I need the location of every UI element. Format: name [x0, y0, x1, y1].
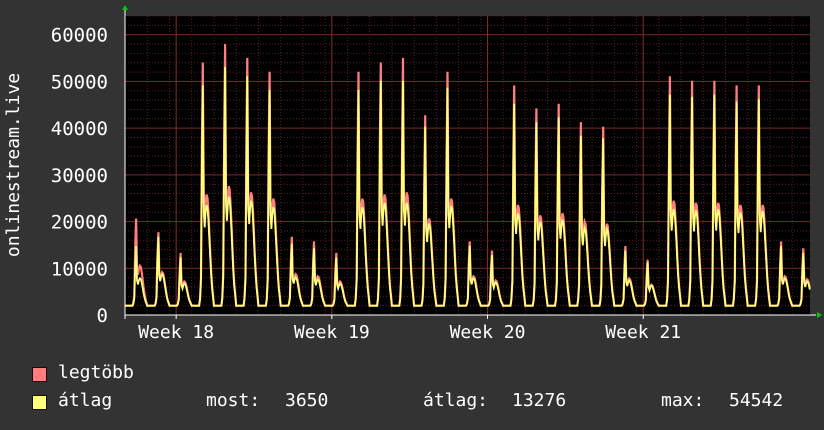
legend-label-atlag: átlag — [58, 390, 113, 411]
y-tick-label: 50000 — [51, 71, 108, 93]
x-axis-arrow-icon — [817, 312, 822, 318]
y-axis-label: onlinestream.live — [3, 73, 24, 257]
x-tick-label: Week 18 — [138, 322, 214, 343]
y-tick-label: 10000 — [51, 258, 108, 280]
y-tick-label: 60000 — [51, 25, 108, 47]
legend-swatch-legtobb — [32, 367, 47, 382]
stat-max-label: max: — [661, 390, 705, 411]
stat-most-label: most: — [206, 390, 261, 411]
legend-swatch-atlag — [32, 395, 47, 410]
y-tick-labels: 0 10000 20000 30000 40000 50000 60000 — [51, 25, 108, 327]
y-tick-label: 0 — [97, 305, 108, 327]
x-tick-labels: Week 18 Week 19 Week 20 Week 21 — [138, 322, 681, 343]
stat-max-value: 54542 — [729, 390, 784, 411]
stat-atlag-label: átlag: — [423, 390, 489, 411]
series-line-atlag — [125, 67, 811, 307]
x-tick-label: Week 20 — [450, 322, 526, 343]
axes — [122, 5, 822, 319]
grid — [124, 15, 810, 316]
x-tick-label: Week 21 — [605, 322, 681, 343]
legend-label-legtobb: legtöbb — [58, 362, 134, 383]
y-tick-label: 40000 — [51, 118, 108, 140]
stat-atlag-value: 13276 — [512, 390, 567, 411]
stat-most-value: 3650 — [285, 390, 329, 411]
y-axis-arrow-icon — [122, 5, 128, 10]
y-tick-label: 30000 — [51, 165, 108, 187]
series-layer — [125, 44, 811, 307]
y-tick-label: 20000 — [51, 212, 108, 234]
x-tick-label: Week 19 — [294, 322, 370, 343]
